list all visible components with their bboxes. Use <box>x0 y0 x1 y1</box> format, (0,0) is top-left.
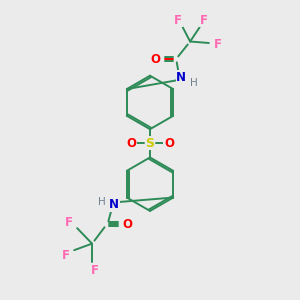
Text: S: S <box>146 137 154 150</box>
Text: F: F <box>65 216 73 229</box>
Text: O: O <box>126 137 136 150</box>
Text: F: F <box>62 249 70 262</box>
Text: O: O <box>150 53 160 66</box>
Text: O: O <box>164 137 174 150</box>
Text: F: F <box>200 14 208 27</box>
Text: H: H <box>190 77 198 88</box>
Text: N: N <box>176 71 186 84</box>
Text: F: F <box>214 38 222 51</box>
Text: N: N <box>109 199 119 212</box>
Text: F: F <box>91 264 99 277</box>
Text: O: O <box>122 218 132 231</box>
Text: F: F <box>174 14 182 27</box>
Text: H: H <box>98 197 106 207</box>
